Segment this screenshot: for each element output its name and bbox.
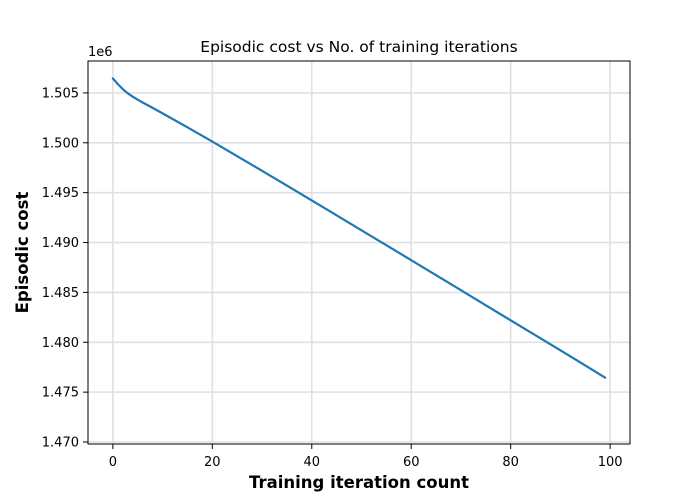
- plot-area-frame: [87, 60, 631, 445]
- series-layer: [111, 77, 607, 379]
- x-tick-label: 0: [109, 455, 117, 470]
- series-line-episodic-cost: [111, 77, 607, 379]
- x-tick-label: 80: [502, 455, 519, 470]
- y-axis-ticks: 1.470 1.475 1.480 1.485 1.490 1.495 1.500 1.505: [42, 86, 88, 451]
- x-tick-label: 100: [598, 455, 623, 470]
- x-tick-label: 40: [303, 455, 320, 470]
- x-tick-label: 20: [204, 455, 221, 470]
- x-axis-label: Training iteration count: [249, 473, 469, 492]
- y-axis-label: Episodic cost: [13, 192, 32, 314]
- y-axis-offset-label: 1e6: [88, 45, 113, 60]
- y-tick-label: 1.495: [42, 186, 79, 201]
- x-tick-label: 60: [403, 455, 420, 470]
- y-tick-label: 1.485: [42, 286, 79, 301]
- y-tick-label: 1.505: [42, 86, 79, 101]
- chart-title: Episodic cost vs No. of training iterati…: [200, 38, 517, 56]
- y-tick-label: 1.475: [42, 386, 79, 401]
- y-tick-label: 1.490: [42, 236, 79, 251]
- grid: [88, 61, 630, 444]
- x-axis-ticks: 0 20 40 60 80 100: [109, 444, 623, 470]
- y-tick-label: 1.480: [42, 336, 79, 351]
- y-tick-label: 1.500: [42, 136, 79, 151]
- y-tick-label: 1.470: [42, 436, 79, 451]
